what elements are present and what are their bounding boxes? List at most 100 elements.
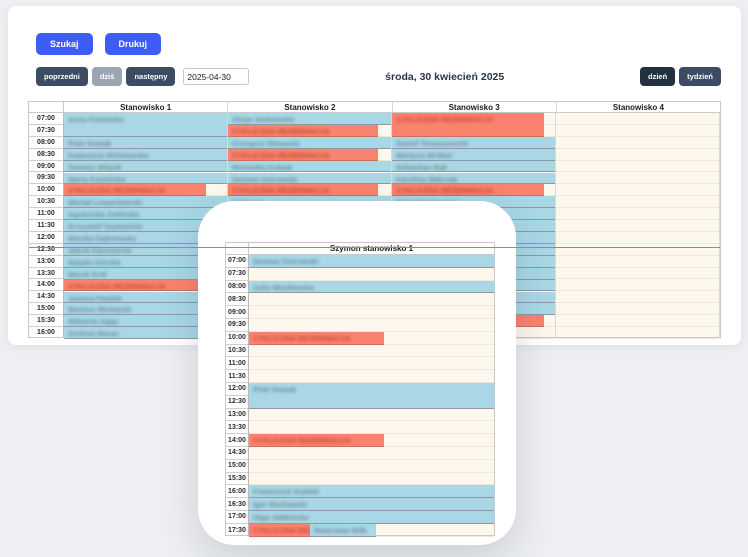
reservation-block[interactable]: Natalia Górska [64, 255, 227, 268]
time-label: 09:30 [29, 172, 63, 185]
search-button[interactable]: Szukaj [36, 33, 93, 55]
reservation-block[interactable]: Bartosz Michalski [64, 303, 227, 316]
reservation-block[interactable]: Franciszek Kubiak [249, 485, 494, 499]
reservation-block[interactable]: Alicja Jankowska [228, 113, 391, 125]
recurring-reservation-block[interactable]: CYKLICZNA REZERWACJA [228, 184, 378, 197]
recurring-reservation-block[interactable]: CYKLICZNA REZERWACJA [228, 148, 378, 161]
date-input[interactable] [183, 68, 250, 85]
reservation-block[interactable]: Anna Kowalska [64, 113, 227, 137]
empty-slot[interactable] [249, 421, 494, 435]
reservation-block[interactable]: Igor Borkowski [249, 498, 494, 511]
reservation-block[interactable]: Olga Jabłońska [249, 511, 494, 524]
empty-slot[interactable] [556, 220, 719, 232]
empty-slot[interactable] [556, 149, 719, 161]
today-button[interactable]: dziś [91, 67, 123, 86]
empty-slot[interactable] [249, 345, 494, 358]
empty-slot[interactable] [556, 327, 719, 339]
empty-slot[interactable] [556, 232, 719, 244]
reservation-label: Monika Dąbrowska [68, 234, 136, 243]
time-label: 15:00 [29, 303, 63, 316]
empty-slot[interactable] [556, 268, 719, 280]
empty-slot[interactable] [249, 319, 494, 332]
recurring-reservation-block[interactable]: CYKLICZNA REZERWACJA [392, 184, 544, 197]
empty-slot[interactable] [249, 268, 494, 281]
empty-slot[interactable] [249, 370, 494, 383]
reservation-label: Jakub Kaczmarek [68, 245, 132, 255]
reservation-block[interactable]: Radosław Wilk [310, 523, 377, 537]
reservation-block[interactable]: Krzysztof Szymański [64, 220, 227, 232]
reservation-block[interactable]: Marek Król [64, 267, 227, 280]
empty-slot[interactable] [556, 208, 719, 221]
empty-slot[interactable] [249, 473, 494, 486]
recurring-reservation-block[interactable]: CYKLICZNA REZERWACJA [228, 124, 378, 137]
empty-slot[interactable] [556, 279, 719, 292]
print-button[interactable]: Drukuj [104, 33, 162, 55]
empty-slot[interactable] [556, 303, 719, 316]
empty-slot[interactable] [249, 306, 494, 319]
reservation-block[interactable]: Katarzyna Wiśniewska [64, 148, 227, 161]
grid-header-row: Stanowisko 1 Stanowisko 2 Stanowisko 3 Stan… [28, 101, 721, 112]
empty-slot[interactable] [249, 357, 494, 371]
empty-slot[interactable] [556, 172, 719, 185]
empty-slot[interactable] [556, 113, 719, 125]
empty-slot[interactable] [556, 244, 719, 256]
recurring-reservation-block[interactable]: CYKLICZNA REZERWACJA [64, 279, 227, 292]
recurring-reservation-block[interactable]: CYKLICZNA REZERWACJA [249, 523, 311, 537]
time-label: 08:30 [226, 293, 248, 307]
empty-slot[interactable] [249, 293, 494, 307]
reservation-label: Krzysztof Szymański [68, 222, 143, 232]
time-label: 13:00 [226, 409, 248, 422]
previous-day-button[interactable]: poprzedni [36, 67, 88, 86]
reservation-block[interactable]: Martyna Wróbel [392, 148, 555, 161]
empty-slot[interactable] [249, 460, 494, 473]
reservation-block[interactable]: Wiktoria Zając [64, 315, 227, 328]
recurring-reservation-block[interactable]: CYKLICZNA REZERWACJA [249, 331, 384, 345]
time-label: 10:30 [226, 345, 248, 358]
reservation-block[interactable]: Weronika Kubiak [228, 160, 391, 173]
empty-slot[interactable] [556, 315, 719, 328]
reservation-block[interactable]: Grzegorz Głowacki [228, 136, 391, 149]
reservation-block[interactable]: Andrzej Baran [64, 327, 227, 340]
reservation-block[interactable]: Julia Wasilewska [249, 280, 494, 294]
reservation-block[interactable]: Daniel Tomaszewski [392, 136, 555, 149]
empty-slot[interactable] [556, 184, 719, 197]
reservation-block[interactable]: Sebastian Bąk [392, 160, 555, 173]
empty-slot[interactable] [249, 409, 494, 422]
empty-slot[interactable] [556, 256, 719, 268]
week-view-button[interactable]: tydzień [679, 67, 721, 86]
recurring-reservation-block[interactable]: CYKLICZNA REZERWACJA [249, 434, 384, 447]
empty-slot[interactable] [249, 447, 494, 460]
day-view-button[interactable]: dzień [639, 67, 676, 86]
reservation-block[interactable]: Karolina Walczak [392, 172, 555, 185]
recurring-reservation-block[interactable]: CYKLICZNA REZERWACJA [64, 184, 206, 197]
reservation-block[interactable]: Piotr Nowak [249, 383, 494, 409]
column-header: Szymon stanowisko 1 [249, 243, 494, 254]
time-label: 12:00 [29, 232, 63, 244]
empty-slot[interactable] [556, 161, 719, 173]
reservation-block[interactable]: Damian Ostrowski [228, 172, 391, 185]
recurring-reservation-block[interactable]: CYKLICZNA REZERWACJA [392, 113, 544, 137]
reservation-label: CYKLICZNA REZERWACJA [232, 126, 330, 136]
time-label: 07:00 [29, 113, 63, 125]
time-label: 07:00 [226, 255, 248, 268]
reservation-block[interactable]: Monika Dąbrowska [64, 232, 227, 244]
reservation-block[interactable]: Agnieszka Zielińska [64, 208, 227, 221]
empty-slot[interactable] [556, 137, 719, 149]
reservation-block[interactable]: Damian Ostrowski [249, 255, 494, 268]
reservation-block[interactable]: Tomasz Wójcik [64, 160, 227, 173]
empty-slot[interactable] [556, 125, 719, 137]
time-label: 10:00 [226, 332, 248, 345]
reservation-block[interactable]: Joanna Pawlak [64, 291, 227, 304]
reservation-label: Sebastian Bąk [396, 162, 448, 172]
reservation-block[interactable]: Marta Kamińska [64, 172, 227, 185]
reservation-label: Piotr Nowak [253, 385, 297, 394]
reservation-block[interactable]: Michał Lewandowski [64, 196, 227, 209]
time-label: 11:00 [29, 208, 63, 221]
time-label: 08:00 [226, 281, 248, 294]
empty-slot[interactable] [556, 196, 719, 209]
reservation-block[interactable]: Jakub Kaczmarek [64, 243, 227, 256]
empty-slot[interactable] [556, 291, 719, 304]
reservation-label: Joanna Pawlak [68, 293, 122, 303]
reservation-block[interactable]: Piotr Nowak [64, 136, 227, 149]
next-day-button[interactable]: następny [126, 67, 176, 86]
